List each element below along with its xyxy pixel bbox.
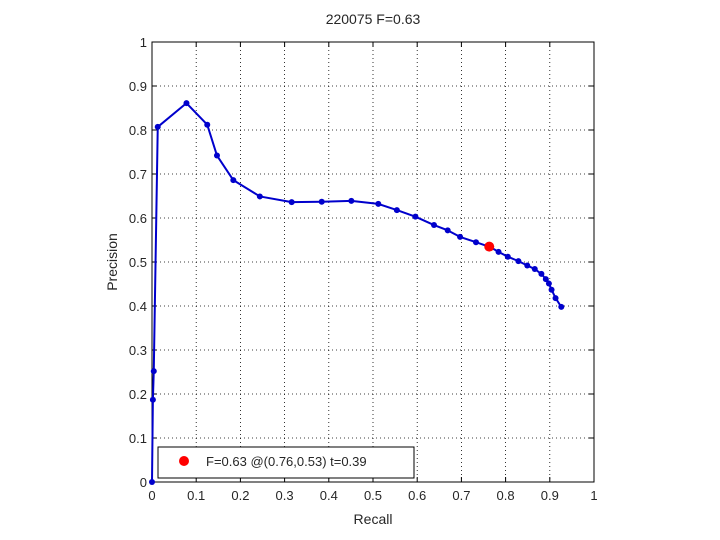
y-tick-label: 0.5 xyxy=(129,255,147,270)
pr-curve-point xyxy=(430,222,437,229)
y-tick-label: 1 xyxy=(140,35,147,50)
legend: F=0.63 @(0.76,0.53) t=0.39 xyxy=(157,446,415,479)
chart-title: 220075 F=0.63 xyxy=(326,11,421,27)
pr-curve-point xyxy=(444,227,451,234)
x-axis-title: Recall xyxy=(354,511,393,527)
max-f-point xyxy=(484,241,495,252)
pr-curve-point xyxy=(154,123,161,130)
x-tick-label: 0.4 xyxy=(320,488,338,503)
legend-label: F=0.63 @(0.76,0.53) t=0.39 xyxy=(206,454,367,469)
pr-curve-point xyxy=(545,280,552,287)
x-tick-label: 0.8 xyxy=(497,488,515,503)
pr-curve-point xyxy=(375,200,382,207)
pr-curve-point xyxy=(256,193,263,200)
pr-curve-point xyxy=(204,121,211,128)
pr-curve-point xyxy=(412,213,419,220)
legend-box xyxy=(157,446,415,479)
pr-curve-point xyxy=(524,262,531,269)
pr-curve-point xyxy=(504,253,511,260)
pr-curve-point xyxy=(538,270,545,277)
y-axis-title: Precision xyxy=(104,233,120,291)
y-tick-label: 0.1 xyxy=(129,431,147,446)
x-tick-label: 0.1 xyxy=(187,488,205,503)
x-tick-label: 0.7 xyxy=(452,488,470,503)
pr-curve-point xyxy=(183,100,190,107)
grid-lines xyxy=(152,42,594,482)
plot-frame xyxy=(151,41,595,483)
x-tick-label: 0.2 xyxy=(231,488,249,503)
pr-curve-point xyxy=(558,303,565,310)
x-tick-labels: 0 0.1 0.2 0.3 0.4 0.5 0.6 0.7 0.8 0.9 1 xyxy=(148,488,597,503)
x-tick-label: 0.6 xyxy=(408,488,426,503)
pr-curve-point xyxy=(288,199,295,206)
pr-curve-point xyxy=(548,286,555,293)
y-tick-label: 0.6 xyxy=(129,211,147,226)
y-tick-label: 0.9 xyxy=(129,79,147,94)
pr-curve-point xyxy=(318,198,325,205)
pr-curve-point xyxy=(149,479,155,485)
y-tick-label: 0 xyxy=(140,475,147,490)
pr-curve-point xyxy=(213,152,220,159)
pr-curve-point xyxy=(515,258,522,265)
pr-curve-point xyxy=(457,233,464,240)
y-tick-label: 0.8 xyxy=(129,123,147,138)
pr-curve-point xyxy=(495,248,502,255)
y-tick-label: 0.3 xyxy=(129,343,147,358)
pr-curve-point xyxy=(150,368,157,375)
y-tick-labels: 0 0.1 0.2 0.3 0.4 0.5 0.6 0.7 0.8 0.9 1 xyxy=(129,35,147,490)
y-tick-label: 0.2 xyxy=(129,387,147,402)
y-tick-label: 0.4 xyxy=(129,299,147,314)
pr-curve-point xyxy=(230,177,237,184)
x-tick-label: 0.9 xyxy=(541,488,559,503)
highlight-layer xyxy=(484,241,495,252)
x-tick-label: 0.5 xyxy=(364,488,382,503)
pr-curve-point xyxy=(393,207,400,214)
legend-marker xyxy=(179,456,189,466)
x-tick-label: 1 xyxy=(590,488,597,503)
pr-curve-point xyxy=(542,276,549,283)
pr-curve-point xyxy=(531,266,538,273)
y-tick-label: 0.7 xyxy=(129,167,147,182)
pr-curve-point xyxy=(149,396,156,403)
x-tick-label: 0 xyxy=(148,488,155,503)
series-layer xyxy=(149,100,565,485)
pr-curve-point xyxy=(552,295,559,302)
pr-curve-point xyxy=(472,239,479,246)
x-tick-label: 0.3 xyxy=(276,488,294,503)
pr-curve-point xyxy=(348,197,355,204)
